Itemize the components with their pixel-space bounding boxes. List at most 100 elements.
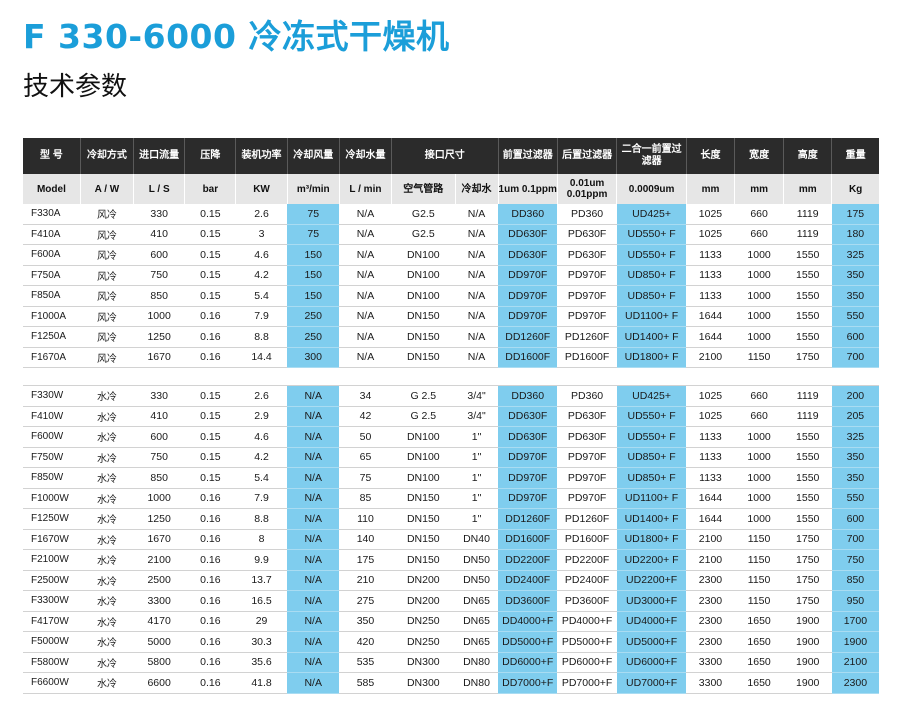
table-row-water-cooled: F750W 水冷 750 0.15 4.2 N/A 65 DN100 1" DD970F PD970… xyxy=(23,447,879,468)
cell-combo-filter: UD6000+F xyxy=(616,652,687,673)
cell-power: 8.8 xyxy=(235,508,288,530)
cell-post-filter: PD630F xyxy=(557,426,617,448)
cell-weight: 200 xyxy=(831,385,879,407)
table-row-air-cooled: F410A 风冷 410 0.15 3 75 N/A G2.5 N/A DD630F PD630F U… xyxy=(23,224,879,245)
cell-weight: 750 xyxy=(831,549,879,571)
cell-pressure-drop: 0.15 xyxy=(184,285,236,307)
cell-cooling-type: 风冷 xyxy=(80,244,134,266)
col-header-post-filter: 后置过滤器 xyxy=(556,138,617,174)
cell-length: 1644 xyxy=(686,326,735,348)
cell-combo-filter: UD3000+F xyxy=(616,590,687,612)
cell-cooling-water: DN65 xyxy=(455,631,499,653)
cell-combo-filter: UD1100+ F xyxy=(616,488,687,509)
cell-weight: 2300 xyxy=(831,672,879,694)
section-subtitle: 技术参数 xyxy=(23,72,128,102)
cell-cooling-water: DN50 xyxy=(455,549,499,571)
cell-width: 1000 xyxy=(734,326,784,348)
cell-water-flow: 75 xyxy=(339,467,392,489)
cell-cooling-type: 水冷 xyxy=(80,385,134,407)
cell-pressure-drop: 0.16 xyxy=(184,631,236,653)
cell-inlet-flow: 410 xyxy=(133,406,185,427)
cell-model: F5000W xyxy=(23,631,81,653)
cell-power: 4.2 xyxy=(235,265,288,286)
cell-water-flow: N/A xyxy=(339,306,392,327)
cell-height: 1900 xyxy=(783,672,832,694)
cell-air-pipe: DN150 xyxy=(391,306,456,327)
cell-water-flow: 535 xyxy=(339,652,392,673)
cell-air-pipe: DN250 xyxy=(391,611,456,632)
cell-model: F3300W xyxy=(23,590,81,612)
cell-combo-filter: UD850+ F xyxy=(616,265,687,286)
cell-air-flow: N/A xyxy=(287,529,340,550)
cell-pressure-drop: 0.16 xyxy=(184,529,236,550)
cell-inlet-flow: 850 xyxy=(133,467,185,489)
cell-air-pipe: G 2.5 xyxy=(391,385,456,407)
cell-air-pipe: DN200 xyxy=(391,590,456,612)
table-row-water-cooled: F3300W 水冷 3300 0.16 16.5 N/A 275 DN200 DN65 DD360… xyxy=(23,590,879,612)
col-header-length: 长度 xyxy=(685,138,735,174)
cell-cooling-water: 1" xyxy=(455,508,499,530)
cell-pressure-drop: 0.16 xyxy=(184,549,236,571)
cell-cooling-type: 水冷 xyxy=(80,672,134,694)
cell-width: 1150 xyxy=(734,529,784,550)
cell-inlet-flow: 1000 xyxy=(133,488,185,509)
cell-cooling-water: DN40 xyxy=(455,529,499,550)
cell-model: F1250A xyxy=(23,326,81,348)
cell-model: F1000W xyxy=(23,488,81,509)
cell-power: 7.9 xyxy=(235,306,288,327)
cell-weight: 350 xyxy=(831,285,879,307)
cell-height: 1550 xyxy=(783,285,832,307)
gap-cell xyxy=(235,367,288,386)
cell-height: 1900 xyxy=(783,652,832,673)
cell-cooling-type: 水冷 xyxy=(80,529,134,550)
cell-length: 2100 xyxy=(686,347,735,368)
cell-model: F330W xyxy=(23,385,81,407)
cell-cooling-water: 1" xyxy=(455,467,499,489)
cell-width: 660 xyxy=(734,224,784,245)
unit-water-flow: L / min xyxy=(338,174,392,204)
cell-pressure-drop: 0.16 xyxy=(184,306,236,327)
cell-height: 1750 xyxy=(783,570,832,591)
cell-power: 8.8 xyxy=(235,326,288,348)
cell-inlet-flow: 4170 xyxy=(133,611,185,632)
cell-combo-filter: UD2200+F xyxy=(616,570,687,591)
cell-post-filter: PD6000+F xyxy=(557,652,617,673)
cell-height: 1119 xyxy=(783,204,832,225)
cell-pressure-drop: 0.16 xyxy=(184,611,236,632)
cell-power: 9.9 xyxy=(235,549,288,571)
cell-combo-filter: UD1400+ F xyxy=(616,508,687,530)
cell-water-flow: 140 xyxy=(339,529,392,550)
cell-power: 30.3 xyxy=(235,631,288,653)
cell-pre-filter: DD360 xyxy=(498,385,558,407)
cell-pressure-drop: 0.15 xyxy=(184,244,236,266)
table-row-water-cooled: F1250W 水冷 1250 0.16 8.8 N/A 110 DN150 1" DD1260F P… xyxy=(23,508,879,530)
cell-post-filter: PD630F xyxy=(557,224,617,245)
cell-cooling-water: DN65 xyxy=(455,590,499,612)
cell-water-flow: N/A xyxy=(339,244,392,266)
cell-post-filter: PD1260F xyxy=(557,326,617,348)
cell-model: F6600W xyxy=(23,672,81,694)
cell-air-pipe: DN150 xyxy=(391,529,456,550)
cell-pre-filter: DD970F xyxy=(498,447,558,468)
cell-air-flow: N/A xyxy=(287,447,340,468)
gap-cell xyxy=(831,367,879,386)
cell-air-flow: 250 xyxy=(287,326,340,348)
cell-air-pipe: DN150 xyxy=(391,488,456,509)
cell-cooling-water: 3/4" xyxy=(455,385,499,407)
cell-width: 1000 xyxy=(734,244,784,266)
cell-cooling-type: 水冷 xyxy=(80,570,134,591)
cell-length: 3300 xyxy=(686,672,735,694)
cell-cooling-type: 水冷 xyxy=(80,652,134,673)
cell-height: 1550 xyxy=(783,326,832,348)
cell-height: 1550 xyxy=(783,265,832,286)
cell-post-filter: PD970F xyxy=(557,265,617,286)
gap-cell xyxy=(616,367,687,386)
table-row-water-cooled: F2100W 水冷 2100 0.16 9.9 N/A 175 DN150 DN50 DD2200… xyxy=(23,549,879,571)
cell-water-flow: N/A xyxy=(339,285,392,307)
cell-post-filter: PD1600F xyxy=(557,347,617,368)
gap-cell xyxy=(734,367,784,386)
col-header-water-flow: 冷却水量 xyxy=(338,138,392,174)
cell-pressure-drop: 0.16 xyxy=(184,570,236,591)
cell-pressure-drop: 0.15 xyxy=(184,385,236,407)
table-row-water-cooled: F410W 水冷 410 0.15 2.9 N/A 42 G 2.5 3/4" DD630F PD6… xyxy=(23,406,879,427)
